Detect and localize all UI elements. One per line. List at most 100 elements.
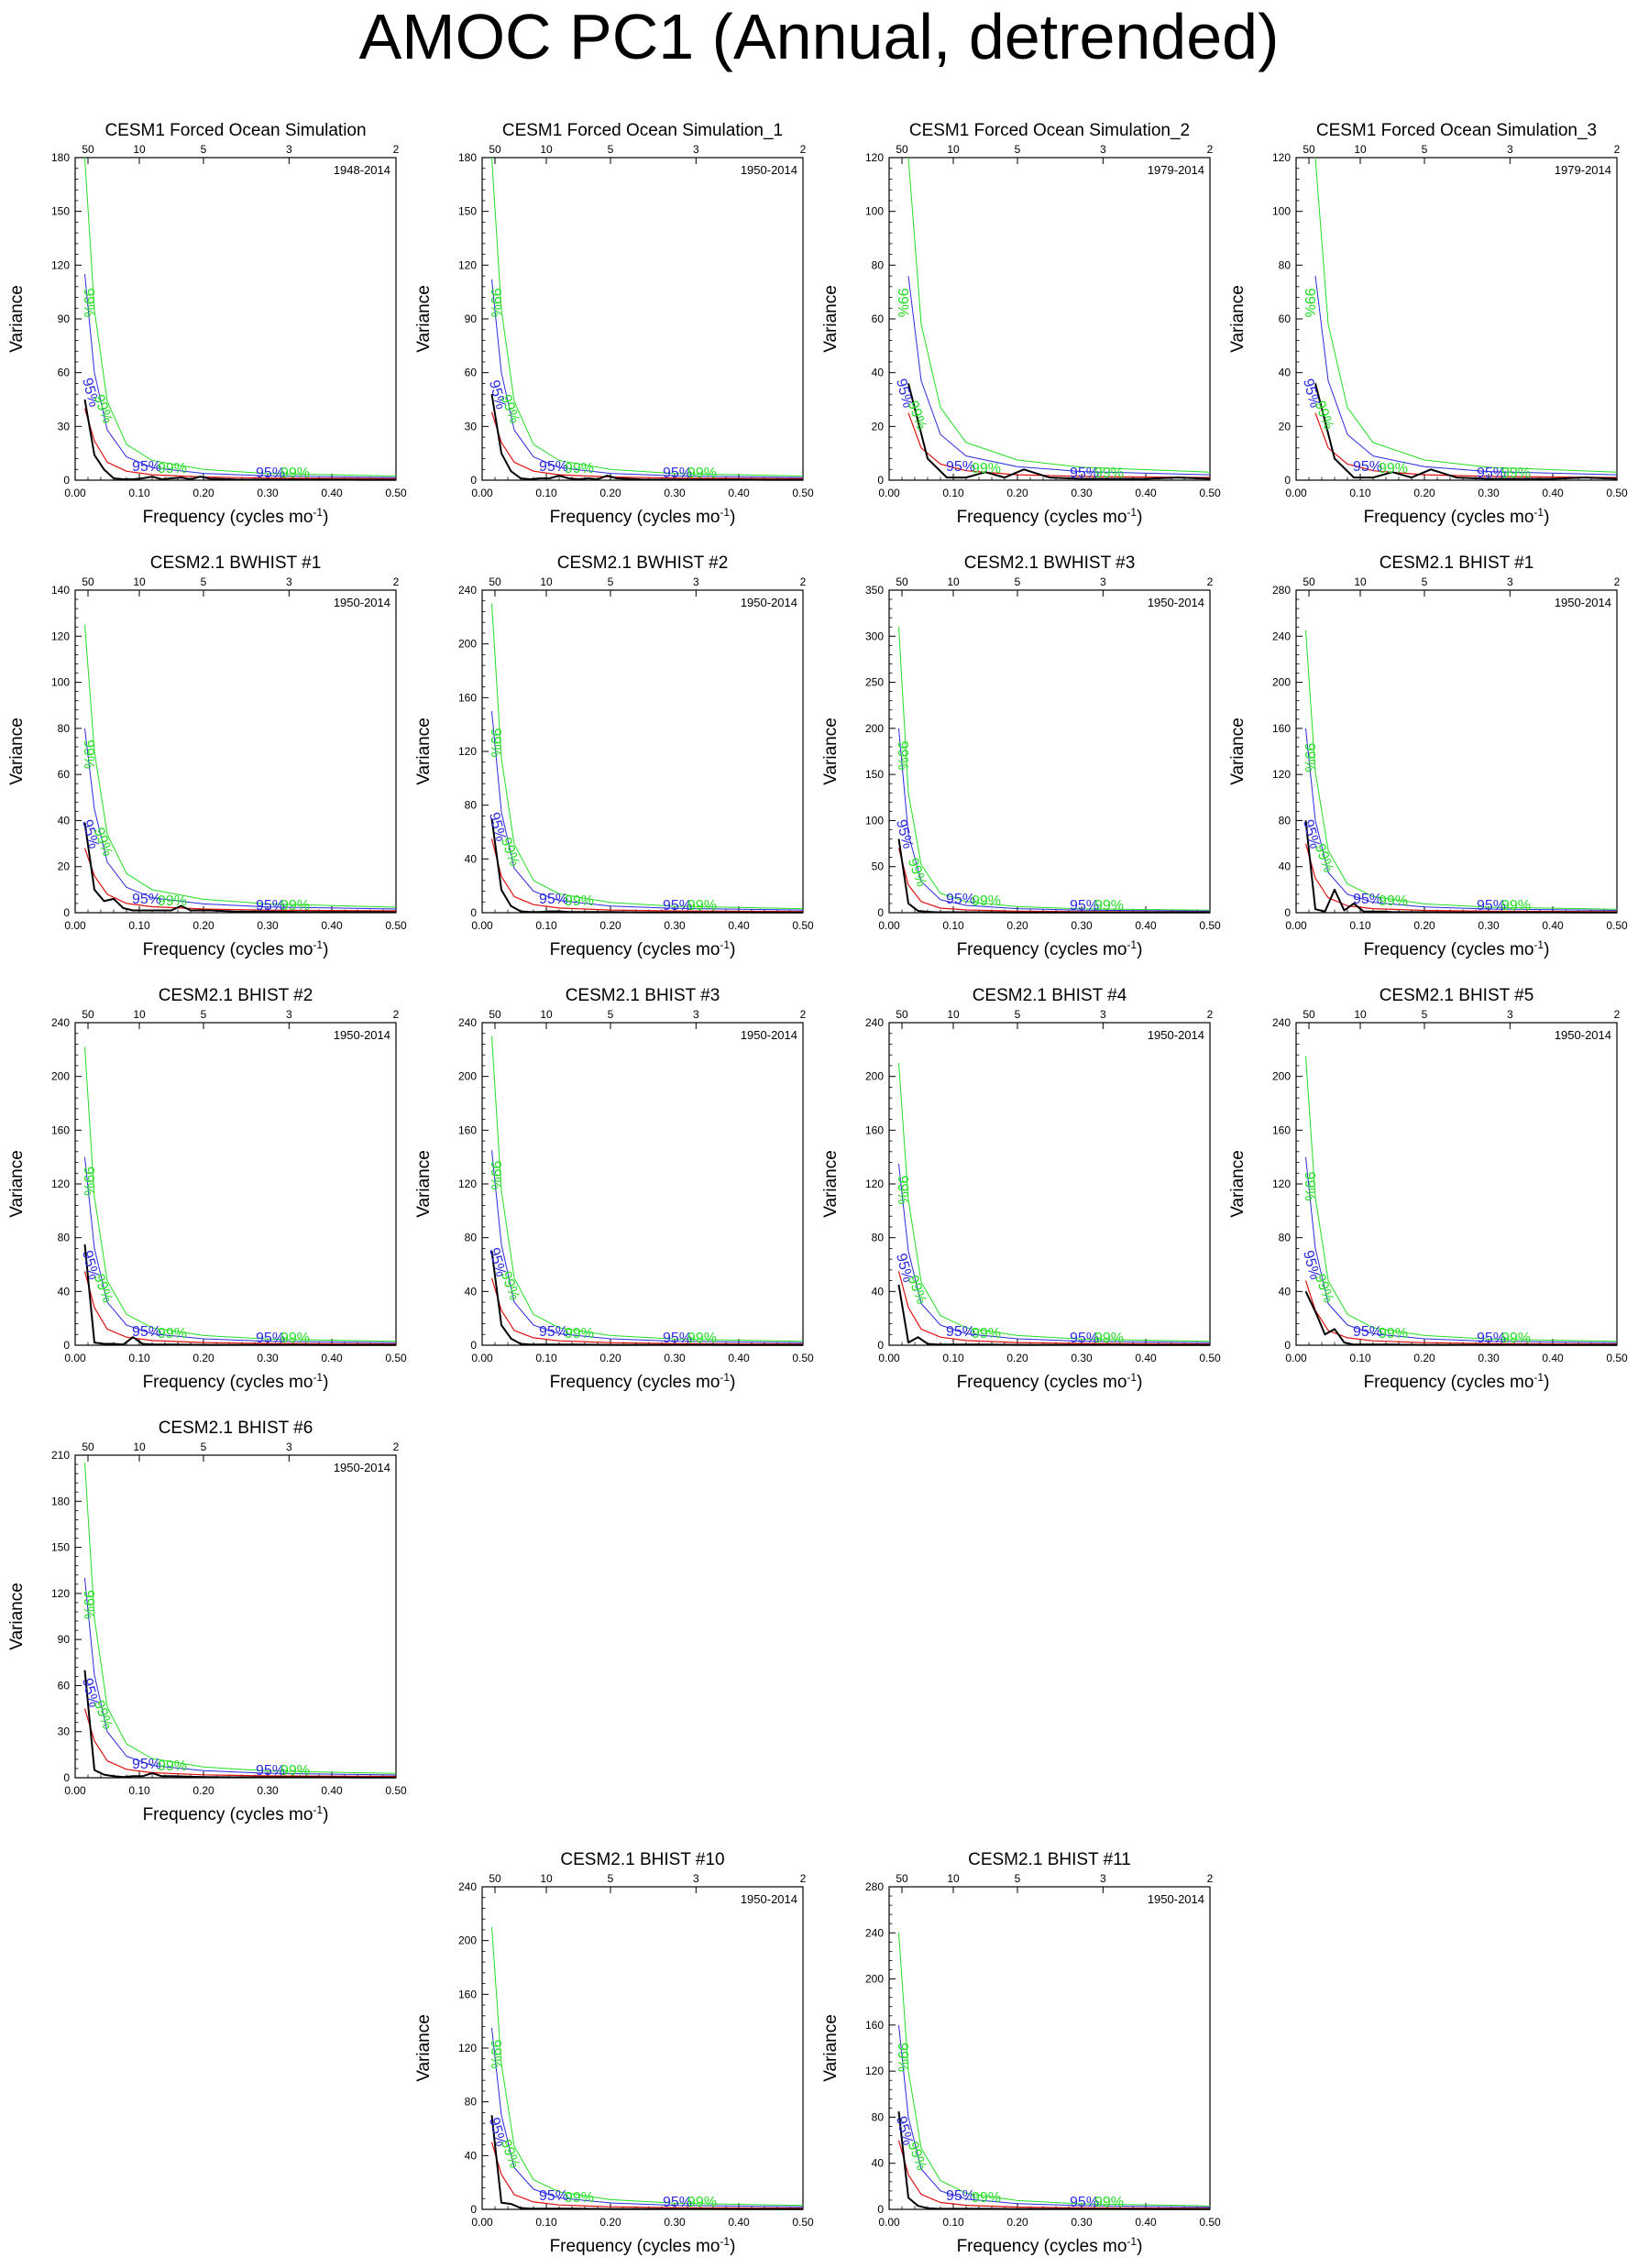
x-tick-label: 0.10 <box>128 1352 150 1364</box>
x-tick-label: 0.50 <box>1199 2216 1221 2229</box>
x-tick-label: 0.50 <box>792 487 814 499</box>
y-tick-label: 40 <box>58 1285 71 1298</box>
period-tick-label: 10 <box>1354 1008 1367 1021</box>
y-tick-label: 150 <box>51 1541 70 1554</box>
x-axis-label: Frequency (cycles mo-1) <box>550 2235 736 2256</box>
panel-title: CESM2.1 BWHIST #1 <box>150 553 322 573</box>
plot-frame <box>888 1886 1211 2210</box>
ci95-label: 95% <box>1477 898 1506 914</box>
y-tick-label: 80 <box>465 799 478 812</box>
ci99-label: 99% <box>81 1590 96 1619</box>
chart-panel: CESM2.1 BHIST #11 1950-2014 0.00 0.10 0.20 0.… <box>821 1850 1221 2256</box>
ci95-line <box>491 1150 804 1343</box>
period-tick-label: 10 <box>540 575 553 588</box>
ci99-label: 99% <box>905 1274 929 1307</box>
y-tick-label: 120 <box>458 2042 477 2054</box>
ci95-label: 95% <box>893 818 916 850</box>
x-tick-label: 0.50 <box>792 2216 814 2229</box>
y-tick-label: 120 <box>1272 768 1291 781</box>
period-tick-label: 3 <box>286 1441 292 1453</box>
ci95-line <box>1305 728 1618 911</box>
x-tick-label: 0.30 <box>664 487 686 499</box>
x-tick-label: 0.40 <box>1542 919 1564 932</box>
period-tick-label: 10 <box>133 143 146 156</box>
ci99-label: 99% <box>565 893 594 909</box>
chart-panel: CESM2.1 BWHIST #2 1950-2014 0.00 0.10 0.20 0.… <box>414 553 814 959</box>
period-tick-label: 2 <box>1207 1008 1214 1021</box>
ci95-label: 95% <box>946 892 975 907</box>
x-tick-label: 0.20 <box>1413 1352 1435 1364</box>
ci99-label: 99% <box>498 392 522 425</box>
period-tick-label: 2 <box>1207 1872 1214 1885</box>
period-tick-label: 3 <box>286 575 292 588</box>
period-tick-label: 5 <box>608 1008 614 1021</box>
period-label: 1950-2014 <box>334 1461 390 1474</box>
x-tick-label: 0.00 <box>471 487 493 499</box>
x-tick-label: 0.00 <box>1285 1352 1307 1364</box>
x-tick-label: 0.30 <box>257 1784 279 1797</box>
period-tick-label: 10 <box>1354 575 1367 588</box>
spectrum-line <box>83 399 396 481</box>
ci99-label: 99% <box>895 288 910 317</box>
y-tick-label: 240 <box>865 1016 884 1029</box>
red-noise-line <box>490 2142 804 2209</box>
x-tick-label: 0.20 <box>599 2216 621 2229</box>
x-tick-label: 0.30 <box>664 919 686 932</box>
ci95-label: 95% <box>663 2195 692 2210</box>
y-tick-label: 90 <box>465 312 478 325</box>
red-noise-line <box>83 848 397 912</box>
y-tick-label: 120 <box>458 1178 477 1190</box>
ci99-label: 99% <box>1094 2195 1124 2210</box>
page-title: AMOC PC1 (Annual, detrended) <box>358 1 1280 72</box>
period-tick-label: 5 <box>1015 575 1021 588</box>
period-tick-label: 5 <box>201 143 207 156</box>
ci99-label: 99% <box>280 466 310 481</box>
ci95-label: 95% <box>1070 466 1099 481</box>
y-tick-label: 40 <box>465 2149 478 2162</box>
chart-panel: CESM1 Forced Ocean Simulation_3 1979-2014… <box>1228 121 1628 527</box>
y-tick-label: 0 <box>63 906 70 919</box>
x-tick-label: 0.50 <box>792 919 814 932</box>
chart-panel: CESM2.1 BHIST #1 1950-2014 0.00 0.10 0.20 0.3… <box>1228 553 1628 959</box>
ci99-label: 99% <box>895 741 910 771</box>
period-tick-label: 5 <box>1015 1008 1021 1021</box>
ci99-label: 99% <box>488 2040 503 2069</box>
ci95-line <box>84 728 397 910</box>
y-tick-label: 80 <box>58 722 71 735</box>
period-tick-label: 10 <box>540 143 553 156</box>
ci95-label: 95% <box>946 459 975 475</box>
y-axis-label: Variance <box>821 718 841 785</box>
ci99-label: 99% <box>687 466 717 481</box>
chart-panel: CESM2.1 BHIST #2 1950-2014 0.00 0.10 0.20 0.3… <box>7 986 407 1392</box>
y-tick-label: 0 <box>63 474 70 487</box>
y-tick-label: 90 <box>58 312 71 325</box>
period-label: 1950-2014 <box>741 1892 797 1906</box>
x-tick-label: 0.00 <box>878 919 900 932</box>
period-tick-label: 50 <box>896 575 908 588</box>
y-tick-label: 180 <box>51 1495 70 1507</box>
y-tick-label: 0 <box>877 474 884 487</box>
plot-frame <box>481 1022 804 1346</box>
plot-frame <box>888 1022 1211 1346</box>
ci99-label: 99% <box>498 1269 522 1302</box>
ci99-label: 99% <box>1094 466 1124 481</box>
red-noise-line <box>83 408 397 480</box>
y-axis-label: Variance <box>414 285 434 353</box>
ci99-label: 99% <box>1094 1331 1124 1346</box>
ci99-label: 99% <box>1379 461 1408 477</box>
y-tick-label: 160 <box>1272 1123 1291 1136</box>
y-tick-label: 200 <box>51 1070 70 1083</box>
chart-panel: CESM2.1 BWHIST #3 1950-2014 0.00 0.10 0.20 0.… <box>821 553 1221 959</box>
period-tick-label: 3 <box>1507 143 1513 156</box>
x-tick-label: 0.40 <box>728 1352 750 1364</box>
period-label: 1950-2014 <box>1148 1892 1204 1906</box>
y-tick-label: 150 <box>865 768 884 781</box>
y-tick-label: 120 <box>865 2065 884 2077</box>
ci99-label: 99% <box>1312 1272 1336 1305</box>
ci99-label: 99% <box>91 1698 115 1731</box>
y-axis-label: Variance <box>1228 285 1248 353</box>
ci95-line <box>84 1578 397 1776</box>
x-tick-label: 0.00 <box>878 1352 900 1364</box>
plot-frame <box>888 589 1211 914</box>
ci99-label: 99% <box>1501 466 1531 481</box>
